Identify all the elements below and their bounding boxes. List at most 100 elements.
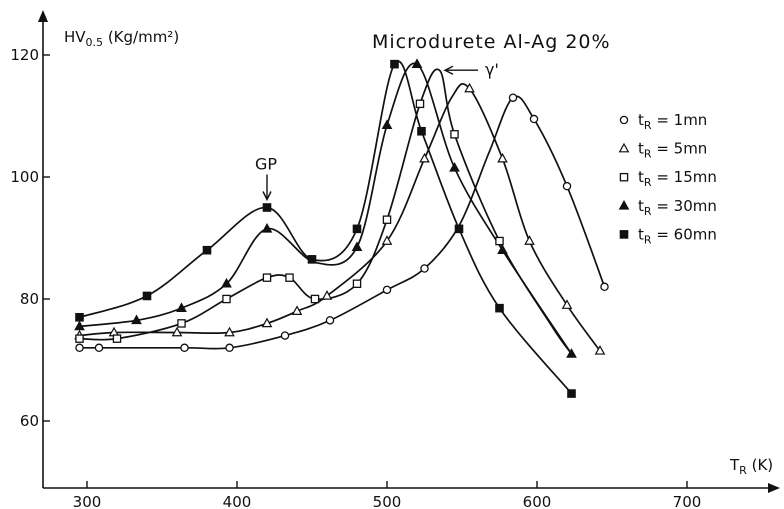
y-tick-label: 100 bbox=[10, 168, 39, 186]
legend-item-4: tR = 30mn bbox=[618, 197, 717, 218]
data-point-triangle bbox=[419, 152, 430, 163]
y-axis-title-main: HV bbox=[64, 28, 86, 46]
data-point-square bbox=[222, 294, 231, 304]
data-point-square bbox=[112, 334, 122, 343]
data-point-triangle bbox=[561, 299, 573, 309]
data-point-square bbox=[415, 99, 425, 109]
data-point-square bbox=[285, 273, 294, 282]
series-line-3 bbox=[79, 68, 573, 355]
data-point-triangle-filled bbox=[261, 223, 273, 233]
data-point-circle bbox=[225, 343, 234, 353]
series-markers-3 bbox=[75, 99, 504, 343]
tick-group: 60 80 100 120 300 400 500 600 700 bbox=[10, 46, 701, 509]
gp-arrowhead bbox=[262, 191, 272, 202]
x-tick-label: 300 bbox=[73, 493, 102, 509]
y-axis-title-rest: (Kg/mm²) bbox=[103, 28, 179, 46]
legend-label: tR = 1mn bbox=[638, 111, 707, 132]
series-line-5 bbox=[79, 60, 573, 395]
data-point-square bbox=[382, 215, 392, 224]
series-markers-5 bbox=[75, 59, 576, 398]
data-point-triangle-filled bbox=[497, 244, 508, 254]
x-axis-title-sub: R bbox=[739, 464, 747, 477]
series-markers-4 bbox=[74, 58, 577, 358]
data-point-triangle-filled bbox=[381, 119, 393, 129]
axes bbox=[38, 10, 780, 493]
annotation-group: GP γ' bbox=[255, 60, 499, 202]
gamma-annotation-label: γ' bbox=[485, 60, 499, 79]
data-point-triangle bbox=[261, 317, 273, 328]
y-tick-label: 80 bbox=[20, 290, 39, 308]
data-point-square-filled bbox=[352, 224, 362, 234]
legend-item-3: tR = 15mn bbox=[619, 168, 717, 189]
y-axis-title: HV0.5 (Kg/mm²) bbox=[64, 28, 179, 49]
data-point-square bbox=[177, 319, 186, 328]
data-point-square-filled bbox=[262, 203, 272, 212]
legend-label: tR = 15mn bbox=[638, 168, 717, 189]
y-tick-label: 120 bbox=[10, 46, 39, 64]
x-axis-title: TR (K) bbox=[729, 456, 773, 477]
data-point-circle bbox=[562, 181, 572, 191]
data-point-triangle bbox=[594, 345, 606, 355]
y-axis-title-sub: 0.5 bbox=[86, 36, 104, 49]
data-point-triangle-filled bbox=[618, 199, 630, 210]
data-point-square-filled bbox=[567, 389, 576, 398]
y-tick-label: 60 bbox=[20, 412, 39, 430]
data-point-square-filled bbox=[307, 255, 317, 264]
x-tick-label: 500 bbox=[373, 493, 402, 509]
legend-item-2: tR = 5mn bbox=[618, 140, 707, 161]
data-point-circle bbox=[180, 343, 189, 353]
legend-item-5: tR = 60mn bbox=[619, 225, 717, 246]
data-point-triangle bbox=[291, 305, 303, 315]
series-markers-2 bbox=[74, 82, 606, 355]
data-point-triangle bbox=[171, 326, 183, 337]
data-point-circle bbox=[75, 343, 84, 353]
legend-label: tR = 60mn bbox=[638, 225, 717, 246]
data-point-circle bbox=[280, 331, 290, 340]
data-point-triangle bbox=[524, 235, 535, 245]
data-point-square bbox=[75, 334, 84, 343]
data-point-triangle-filled bbox=[221, 277, 232, 288]
data-point-circle bbox=[600, 282, 609, 292]
x-axis-arrowhead bbox=[768, 483, 780, 493]
data-point-triangle bbox=[618, 142, 630, 153]
data-point-square-filled bbox=[417, 126, 426, 136]
data-point-circle bbox=[420, 264, 429, 273]
data-point-circle bbox=[619, 115, 629, 125]
x-tick-label: 400 bbox=[223, 493, 252, 509]
data-point-circle bbox=[508, 93, 518, 102]
data-point-circle bbox=[382, 285, 392, 295]
x-tick-label: 700 bbox=[673, 493, 702, 509]
data-point-square-filled bbox=[142, 291, 152, 301]
data-point-triangle-filled bbox=[131, 314, 142, 325]
data-point-square bbox=[495, 236, 504, 246]
data-point-triangle-filled bbox=[411, 58, 423, 68]
data-point-square bbox=[619, 172, 629, 182]
legend: tR = 1mn tR = 5mn tR = 15mn tR = 30mn tR = 6… bbox=[618, 111, 717, 246]
data-point-triangle bbox=[381, 235, 393, 245]
data-point-triangle-filled bbox=[176, 302, 187, 312]
data-point-triangle bbox=[224, 326, 235, 337]
marker-group bbox=[74, 58, 609, 398]
data-point-triangle-filled bbox=[566, 348, 577, 358]
series-line-1 bbox=[79, 95, 606, 350]
legend-item-1: tR = 1mn bbox=[619, 111, 707, 132]
data-point-square bbox=[262, 273, 272, 282]
x-axis-title-rest: (K) bbox=[747, 456, 773, 474]
data-point-square bbox=[352, 279, 362, 288]
data-point-circle bbox=[94, 343, 104, 353]
data-point-triangle bbox=[497, 152, 508, 163]
data-point-triangle bbox=[321, 290, 333, 300]
x-tick-label: 600 bbox=[523, 493, 552, 509]
data-point-triangle-filled bbox=[449, 162, 460, 172]
chart-title: Microdurete Al-Ag 20% bbox=[372, 31, 611, 53]
gamma-arrowhead bbox=[443, 65, 454, 75]
data-point-square-filled bbox=[495, 303, 504, 313]
data-point-square-filled bbox=[619, 230, 629, 239]
data-point-circle bbox=[529, 114, 539, 124]
y-axis-arrowhead bbox=[38, 10, 48, 22]
data-point-square-filled bbox=[454, 224, 464, 234]
data-point-circle bbox=[325, 316, 335, 325]
data-point-triangle bbox=[464, 82, 475, 93]
data-point-square bbox=[450, 130, 459, 139]
data-point-square bbox=[310, 294, 320, 304]
